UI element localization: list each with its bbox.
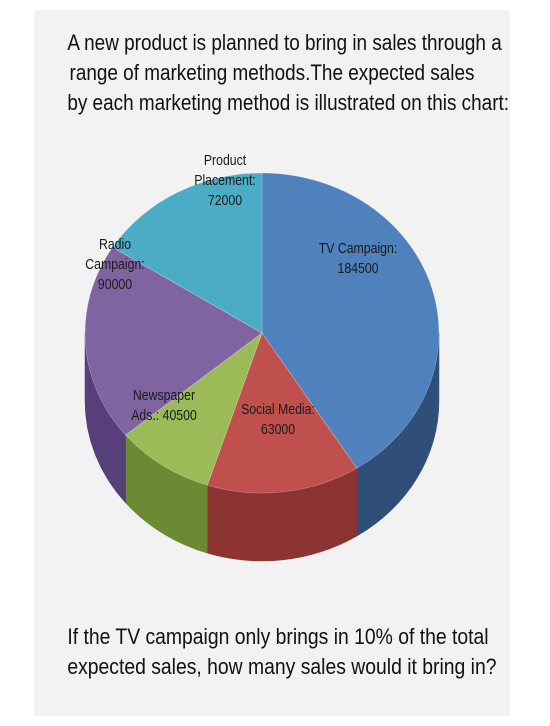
pie-slice-1 [206,332,358,494]
slice-label-3: Radio Campaign: 90000 [85,236,144,292]
heading-line-2: range of marketing methods.The expected … [69,60,475,85]
slice-label-2: Newspaper Ads.: 40500 [131,387,197,423]
pie-slice-2 [125,332,263,486]
chart-heading: A new product is planned to bring in sal… [67,28,510,118]
slice-label-4: Product Placement: 72000 [194,152,255,208]
question-line-1: If the TV campaign only brings in 10% of… [67,624,489,649]
pie-slice-0 [261,172,440,469]
question-text: If the TV campaign only brings in 10% of… [67,622,497,682]
slice-label-1: Social Media: 63000 [241,401,315,437]
slice-label-0: TV Campaign: 184500 [319,240,398,276]
pie-slice-3 [84,246,263,436]
pie-slice-4 [112,172,263,334]
heading-line-1: A new product is planned to bring in sal… [67,30,502,55]
heading-line-3: by each marketing method is illustrated … [67,90,510,115]
question-line-2: expected sales, how many sales would it … [67,654,497,679]
